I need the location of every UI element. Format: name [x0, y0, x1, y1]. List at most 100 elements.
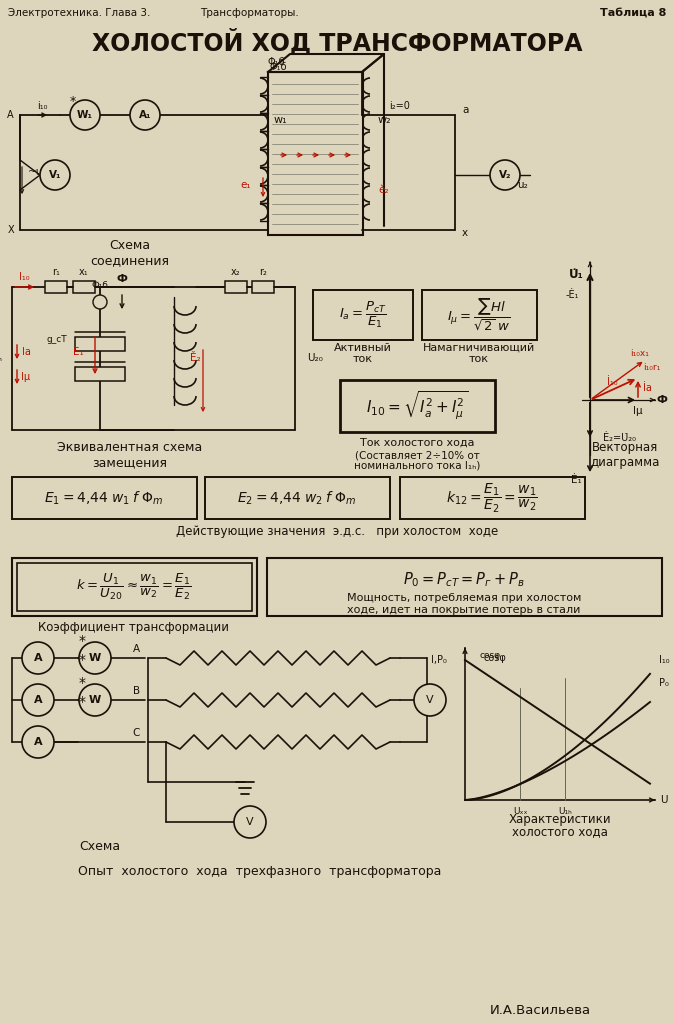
Text: A: A [7, 110, 14, 120]
Text: Φ₁б: Φ₁б [267, 57, 285, 67]
Text: W₁: W₁ [77, 110, 93, 120]
Text: Φ₁б: Φ₁б [269, 62, 287, 72]
Bar [267, 558, 662, 616]
Text: Трансформаторы.: Трансформаторы. [200, 8, 299, 18]
Circle shape [70, 100, 100, 130]
Text: V: V [246, 817, 254, 827]
Text: Мощность, потребляемая при холостом: Мощность, потребляемая при холостом [347, 593, 581, 603]
Text: $I_a = \dfrac{P_{сТ}}{E_1}$: $I_a = \dfrac{P_{сТ}}{E_1}$ [339, 300, 387, 330]
Text: I₁₀: I₁₀ [19, 272, 29, 282]
Circle shape [414, 684, 446, 716]
Text: E₁: E₁ [73, 347, 84, 357]
Text: *: * [78, 653, 86, 667]
Bar [225, 281, 247, 293]
Text: i₁₀: i₁₀ [37, 101, 47, 111]
Text: *: * [78, 695, 86, 709]
Text: Схема
соединения: Схема соединения [90, 239, 169, 267]
Text: ток: ток [353, 354, 373, 364]
Text: Намагничивающий: Намагничивающий [423, 343, 535, 353]
Text: Uₓₓ: Uₓₓ [513, 808, 527, 816]
Text: ~u₁: ~u₁ [28, 167, 48, 177]
Text: Ф: Ф [656, 395, 667, 406]
Text: U₂₀: U₂₀ [307, 353, 323, 362]
Text: C: C [133, 728, 140, 738]
Bar [252, 281, 274, 293]
Text: -Ė₁: -Ė₁ [565, 290, 579, 300]
Text: Ě₂: Ě₂ [190, 353, 201, 362]
Text: *: * [78, 634, 86, 648]
Text: Электротехника. Глава 3.: Электротехника. Глава 3. [8, 8, 150, 18]
Text: *: * [78, 676, 86, 690]
Bar [17, 563, 252, 611]
Text: Ė₂=U̇₂₀: Ė₂=U̇₂₀ [603, 433, 636, 443]
Bar [12, 558, 257, 616]
Text: İа: İа [642, 383, 652, 393]
Text: Действующие значения  э.д.с.   при холостом  ходе: Действующие значения э.д.с. при холостом… [176, 524, 498, 538]
Text: A: A [133, 644, 140, 654]
Text: $P_0 = P_{сТ} = P_г + P_в$: $P_0 = P_{сТ} = P_г + P_в$ [403, 570, 525, 590]
Text: U: U [660, 795, 667, 805]
Text: g_сТ: g_сТ [47, 336, 67, 344]
Text: U₁ₕ: U₁ₕ [558, 808, 572, 816]
Text: r₁: r₁ [52, 267, 60, 278]
Text: cosφ: cosφ [483, 653, 506, 663]
Bar [45, 281, 67, 293]
Text: И.А.Васильева: И.А.Васильева [489, 1004, 590, 1017]
Text: w₂: w₂ [377, 115, 391, 125]
Circle shape [234, 806, 266, 838]
Bar [340, 380, 495, 432]
Text: x₂: x₂ [231, 267, 241, 278]
Bar [205, 477, 390, 519]
Text: ток: ток [469, 354, 489, 364]
Text: V₁: V₁ [49, 170, 61, 180]
Text: I,P₀: I,P₀ [431, 655, 447, 665]
Text: $I_{\mu} = \dfrac{\sum Hl}{\sqrt{2}\; w}$: $I_{\mu} = \dfrac{\sum Hl}{\sqrt{2}\; w}… [448, 297, 510, 333]
Text: x₁: x₁ [79, 267, 89, 278]
Text: (Составляет 2÷10% от: (Составляет 2÷10% от [355, 450, 479, 460]
Circle shape [490, 160, 520, 190]
Text: B: B [133, 686, 140, 696]
Text: *: * [70, 94, 76, 108]
Text: $k_{12} = \dfrac{E_1}{E_2} = \dfrac{w_1}{w_2}$: $k_{12} = \dfrac{E_1}{E_2} = \dfrac{w_1}… [446, 481, 538, 515]
Text: W: W [89, 653, 101, 663]
Text: İ₁₀: İ₁₀ [607, 377, 617, 387]
Text: $E_1 = 4{,}44\; w_1\; f\; \Phi_m$: $E_1 = 4{,}44\; w_1\; f\; \Phi_m$ [44, 489, 164, 507]
Text: $E_2 = 4{,}44\; w_2\; f\; \Phi_m$: $E_2 = 4{,}44\; w_2\; f\; \Phi_m$ [237, 489, 357, 507]
Text: A: A [34, 737, 42, 746]
Text: Ф: Ф [117, 274, 127, 284]
Text: $I_{10} = \sqrt{I_a^2 + I_{\mu}^2}$: $I_{10} = \sqrt{I_a^2 + I_{\mu}^2}$ [366, 390, 468, 422]
Circle shape [22, 726, 54, 758]
Text: Iμ: Iμ [633, 406, 643, 416]
Bar [313, 290, 413, 340]
Text: A: A [34, 695, 42, 705]
Text: U₁ₕ: U₁ₕ [0, 353, 2, 362]
Text: A: A [34, 653, 42, 663]
Circle shape [40, 160, 70, 190]
Text: ХОЛОСТОЙ ХОД ТРАНСФОРМАТОРА: ХОЛОСТОЙ ХОД ТРАНСФОРМАТОРА [92, 28, 582, 55]
Text: i₁₀r₁: i₁₀r₁ [644, 364, 661, 373]
Text: Векторная
диаграмма: Векторная диаграмма [590, 441, 660, 469]
Circle shape [93, 295, 107, 309]
Text: a: a [462, 105, 468, 115]
Circle shape [130, 100, 160, 130]
Text: A₁: A₁ [139, 110, 151, 120]
Text: ходе, идет на покрытие потерь в стали: ходе, идет на покрытие потерь в стали [347, 605, 581, 615]
Circle shape [22, 684, 54, 716]
Text: I₁₀: I₁₀ [659, 655, 670, 665]
Text: u₂: u₂ [518, 180, 528, 190]
Bar [75, 367, 125, 381]
Text: номинального тока I₁ₕ): номинального тока I₁ₕ) [354, 461, 480, 471]
Text: ě₂: ě₂ [379, 185, 390, 195]
Text: Характеристики: Характеристики [509, 813, 611, 826]
Circle shape [79, 642, 111, 674]
Text: cosφ: cosφ [480, 651, 501, 660]
Text: Схема: Схема [80, 841, 121, 853]
Text: Ė₁: Ė₁ [571, 475, 582, 485]
Text: Iμ: Iμ [22, 372, 30, 382]
Text: Активный: Активный [334, 343, 392, 353]
Text: i₂=0: i₂=0 [390, 101, 410, 111]
Text: $k = \dfrac{U_1}{U_{20}} \approx \dfrac{w_1}{w_2} = \dfrac{E_1}{E_2}$: $k = \dfrac{U_1}{U_{20}} \approx \dfrac{… [76, 571, 191, 602]
Text: Коэффициент трансформации: Коэффициент трансформации [38, 621, 230, 634]
Bar [12, 477, 197, 519]
Text: w₁: w₁ [273, 115, 287, 125]
